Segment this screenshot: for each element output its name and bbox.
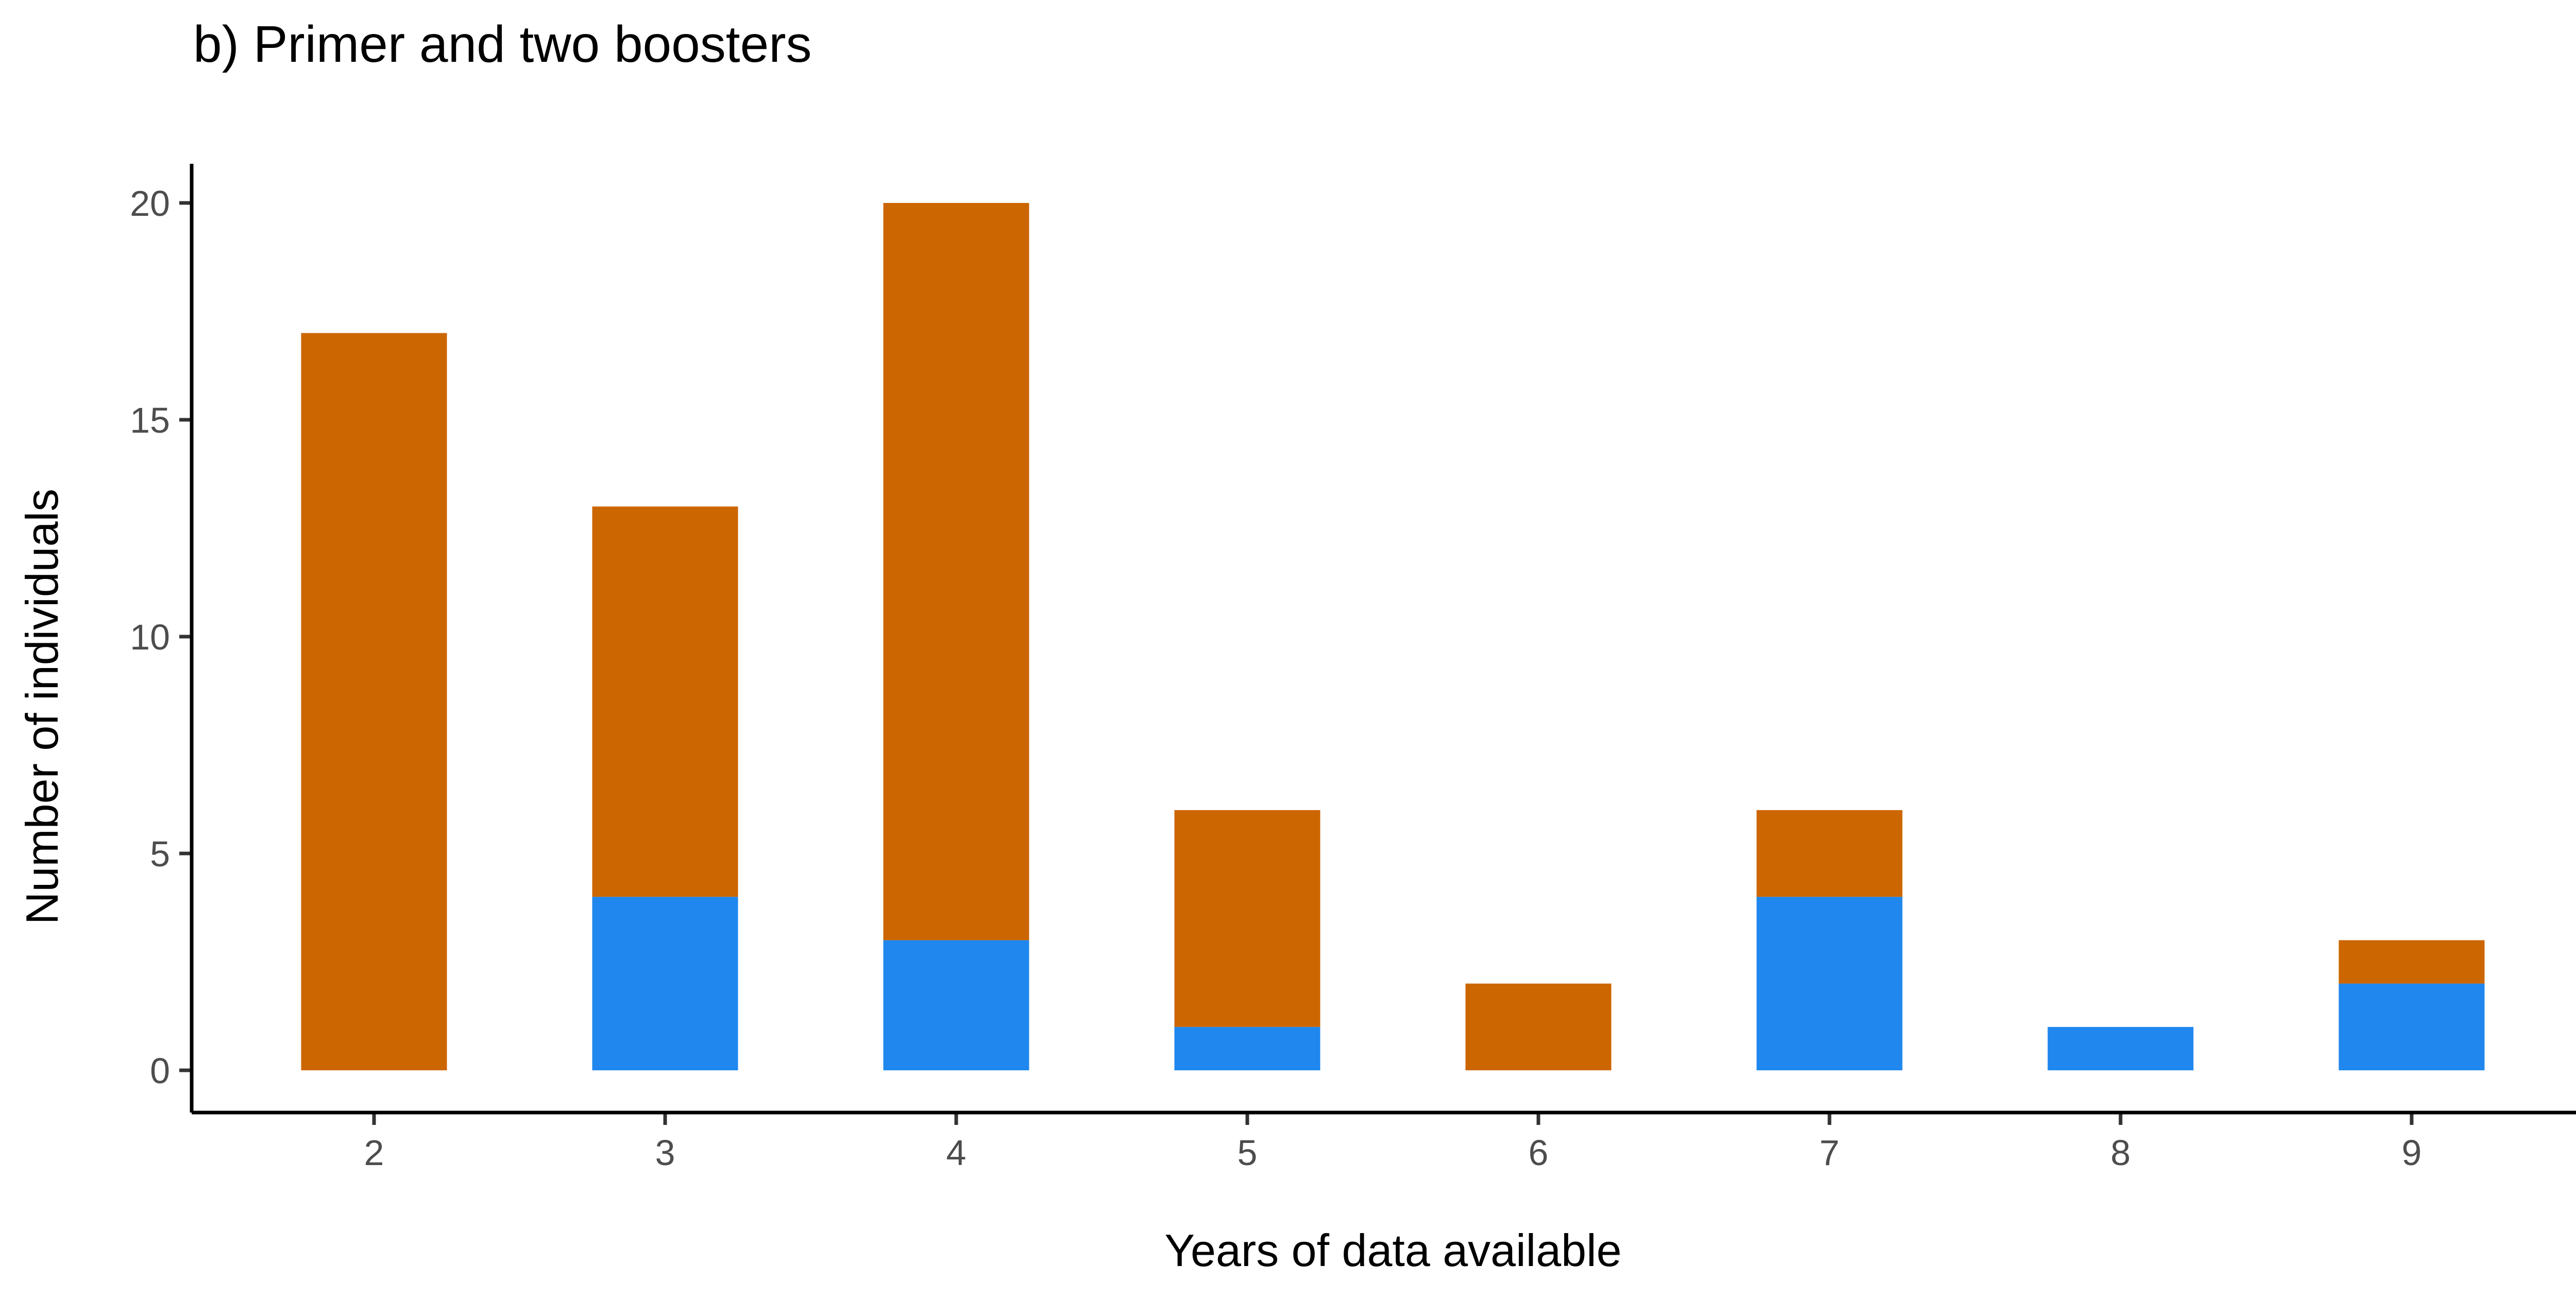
x-tick-label: 6 bbox=[1529, 1133, 1549, 1173]
bar-segment-4-s1 bbox=[883, 940, 1029, 1070]
y-axis-title: Number of individuals bbox=[16, 489, 67, 925]
bar-segment-7-s2 bbox=[1756, 810, 1903, 897]
bar-segment-9-s2 bbox=[2338, 940, 2485, 984]
y-tick-label: 0 bbox=[150, 1051, 170, 1091]
x-tick-label: 9 bbox=[2402, 1133, 2422, 1173]
bar-segment-3-s1 bbox=[592, 897, 738, 1070]
y-tick-label: 5 bbox=[150, 834, 170, 874]
bar-segment-3-s2 bbox=[592, 506, 738, 897]
bar-segment-7-s1 bbox=[1756, 897, 1903, 1070]
bar-segment-6-s2 bbox=[1465, 983, 1612, 1070]
y-tick-label: 20 bbox=[130, 183, 170, 224]
bar-segment-2-s2 bbox=[301, 333, 447, 1070]
x-tick-label: 7 bbox=[1820, 1133, 1840, 1173]
chart-title: b) Primer and two boosters bbox=[193, 15, 812, 73]
bar-segment-8-s1 bbox=[2047, 1027, 2194, 1070]
bar-segment-5-s2 bbox=[1174, 810, 1320, 1027]
x-tick-label: 5 bbox=[1238, 1133, 1258, 1173]
x-tick-label: 8 bbox=[2111, 1133, 2131, 1173]
x-axis-title: Years of data available bbox=[1164, 1225, 1621, 1276]
bar-segment-5-s1 bbox=[1174, 1027, 1320, 1070]
y-tick-label: 10 bbox=[130, 617, 170, 657]
y-tick-label: 15 bbox=[130, 400, 170, 440]
x-tick-label: 2 bbox=[364, 1133, 384, 1173]
ticks-layer: 2 3 4 5 6 7 8 9 0 5 10 15 20 bbox=[130, 183, 2421, 1173]
x-tick-label: 3 bbox=[655, 1133, 675, 1173]
bar-segment-9-s1 bbox=[2338, 983, 2485, 1070]
bar-segment-4-s2 bbox=[883, 203, 1029, 941]
bars-layer bbox=[301, 203, 2485, 1070]
x-tick-label: 4 bbox=[946, 1133, 967, 1173]
